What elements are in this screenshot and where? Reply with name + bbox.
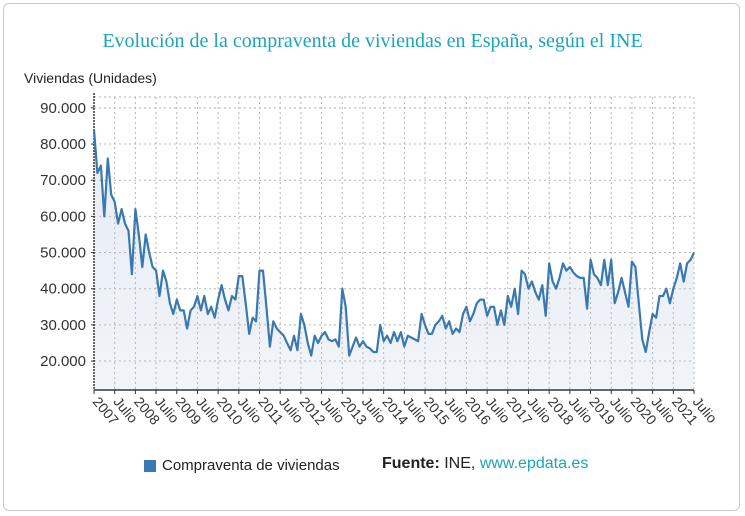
legend-label: Compraventa de viviendas — [162, 457, 340, 474]
y-tick-label: 50.000 — [40, 245, 86, 262]
y-tick-label: 70.000 — [40, 172, 86, 189]
legend: Compraventa de viviendas — [144, 457, 340, 474]
source-note: Fuente: INE, www.epdata.es — [382, 455, 588, 473]
source-label: Fuente: — [382, 455, 440, 472]
legend-swatch — [144, 459, 156, 472]
y-axis-label: Viviendas (Unidades) — [24, 70, 157, 86]
y-tick-label: 40.000 — [40, 281, 86, 298]
chart-title: Evolución de la compraventa de viviendas… — [102, 30, 643, 52]
y-tick-label: 60.000 — [40, 208, 86, 225]
source-link[interactable]: www.epdata.es — [479, 455, 589, 472]
chart-frame — [3, 3, 740, 511]
y-tick-label: 20.000 — [40, 353, 86, 370]
series-line-compraventa — [92, 129, 695, 357]
y-tick-label: 90.000 — [40, 100, 86, 117]
y-tick-label: 80.000 — [40, 136, 86, 153]
source-name: INE, — [444, 455, 476, 472]
y-tick-label: 30.000 — [40, 317, 86, 334]
